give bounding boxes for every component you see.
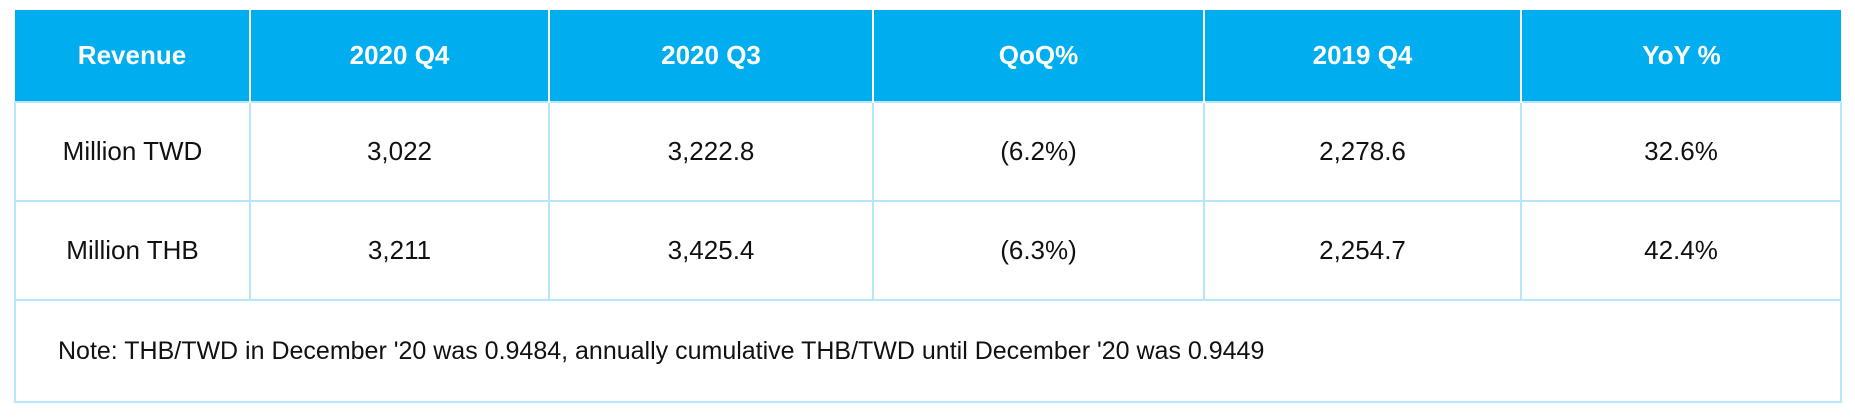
table-row: Million THB 3,211 3,425.4 (6.3%) 2,254.7… (14, 200, 1842, 301)
row-label-thb: Million THB (14, 200, 251, 301)
revenue-table-container: Revenue 2020 Q4 2020 Q3 QoQ% 2019 Q4 YoY… (14, 10, 1842, 403)
cell-thb-qoq: (6.3%) (872, 200, 1205, 301)
note-row: Note: THB/TWD in December '20 was 0.9484… (14, 299, 1842, 403)
cell-thb-2020-q3: 3,425.4 (548, 200, 874, 301)
header-2020-q3: 2020 Q3 (549, 10, 874, 102)
header-yoy: YoY % (1521, 10, 1841, 102)
revenue-table: Revenue 2020 Q4 2020 Q3 QoQ% 2019 Q4 YoY… (14, 10, 1842, 403)
table-header-row: Revenue 2020 Q4 2020 Q3 QoQ% 2019 Q4 YoY… (15, 10, 1841, 102)
cell-thb-2020-q4: 3,211 (249, 200, 550, 301)
header-2019-q4: 2019 Q4 (1204, 10, 1522, 102)
header-qoq: QoQ% (873, 10, 1205, 102)
cell-twd-2019-q4: 2,278.6 (1203, 101, 1522, 202)
cell-twd-qoq: (6.2%) (872, 101, 1205, 202)
exchange-rate-note: Note: THB/TWD in December '20 was 0.9484… (14, 299, 1842, 403)
header-2020-q4: 2020 Q4 (250, 10, 550, 102)
cell-twd-2020-q4: 3,022 (249, 101, 550, 202)
row-label-twd: Million TWD (14, 101, 251, 202)
cell-twd-yoy: 32.6% (1520, 101, 1842, 202)
cell-thb-2019-q4: 2,254.7 (1203, 200, 1522, 301)
table-row: Million TWD 3,022 3,222.8 (6.2%) 2,278.6… (14, 101, 1842, 202)
cell-twd-2020-q3: 3,222.8 (548, 101, 874, 202)
cell-thb-yoy: 42.4% (1520, 200, 1842, 301)
header-revenue: Revenue (15, 10, 251, 102)
